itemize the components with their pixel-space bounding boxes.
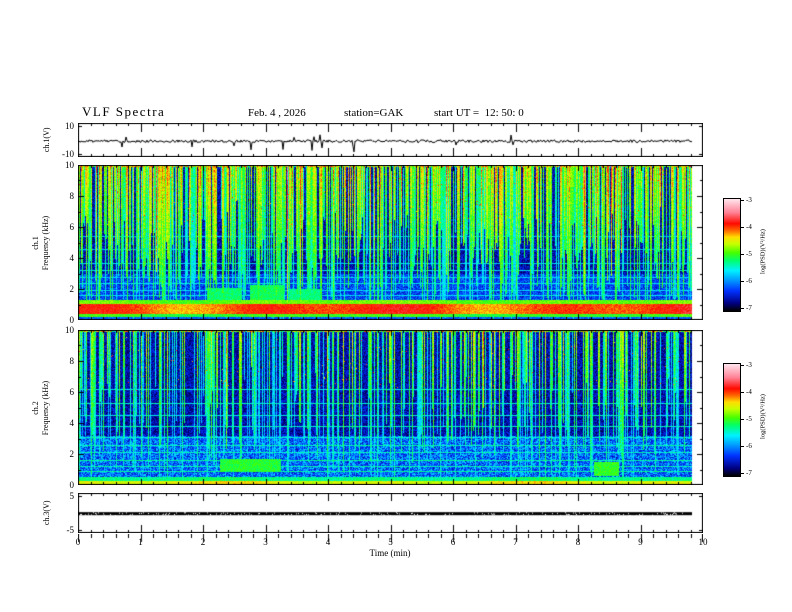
ch1-colorbar: [723, 198, 741, 312]
ch1-colorbar-label: log(PSD)(V²/Hz): [759, 229, 767, 274]
ch1-voltage-tick-label: -10: [62, 149, 74, 160]
x-tick-label: 10: [698, 537, 708, 547]
freq-tick-label: 10: [65, 160, 74, 170]
freq-tick-label: 6: [69, 387, 75, 397]
ch2-label-line1: ch.2: [31, 401, 40, 415]
freq-tick-label: 0: [69, 480, 75, 490]
x-tick-label: 1: [138, 537, 143, 547]
x-tick-label: 8: [575, 537, 581, 547]
freq-tick-label: 8: [69, 356, 75, 366]
x-tick-label: 5: [388, 537, 393, 547]
colorbar-tick: [740, 419, 744, 420]
colorbar-tick: [740, 473, 744, 474]
colorbar-tick: [740, 365, 744, 366]
start-ut-label: start UT = 12: 50: 0: [434, 107, 524, 119]
ch1-waveform-panel: [78, 123, 703, 157]
colorbar-tick: [740, 281, 744, 282]
ch2-colorbar: [723, 363, 741, 477]
colorbar-tick-label: -5: [746, 250, 752, 258]
freq-tick-label: 4: [69, 253, 75, 263]
colorbar-tick-label: -7: [746, 469, 752, 477]
plot-date: Feb. 4 , 2026: [248, 107, 306, 119]
colorbar-tick-label: -3: [746, 196, 752, 204]
ch1-spectrogram-panel: [78, 165, 703, 320]
colorbar-tick-label: -6: [746, 277, 752, 285]
freq-tick-label: 10: [65, 325, 74, 335]
ch1-voltage-tick-label: 10: [65, 120, 74, 131]
ch1-label-line2: Frequency (kHz): [41, 215, 50, 271]
x-tick-label: 2: [200, 537, 206, 547]
colorbar-tick-label: -3: [746, 361, 752, 369]
time-axis-title: Time (min): [369, 548, 411, 558]
colorbar-tick: [740, 308, 744, 309]
x-tick-label: 0: [75, 537, 81, 547]
colorbar-tick: [740, 227, 744, 228]
freq-tick-label: 6: [69, 222, 75, 232]
plot-title: VLF Spectra: [82, 104, 166, 119]
freq-tick-label: 2: [69, 449, 75, 459]
freq-tick-label: 4: [69, 418, 75, 428]
x-tick-label: 6: [450, 537, 456, 547]
ch2-frequency-axis-label: ch.2 Frequency (kHz): [31, 328, 51, 488]
colorbar-tick-label: -5: [746, 415, 752, 423]
colorbar-tick-label: -6: [746, 442, 752, 450]
freq-tick-label: 8: [69, 191, 75, 201]
x-tick-label: 9: [638, 537, 643, 547]
ch1-frequency-axis-label: ch.1 Frequency (kHz): [31, 163, 51, 323]
station-label: station=GAK: [344, 107, 404, 119]
ch3-waveform-panel: [78, 493, 703, 533]
colorbar-tick-label: -4: [746, 223, 752, 231]
x-tick-label: 3: [263, 537, 268, 547]
ch2-colorbar-label: log(PSD)(V²/Hz): [759, 394, 767, 439]
x-tick-label: 7: [513, 537, 518, 547]
x-tick-label: 4: [325, 537, 331, 547]
ch3-voltage-tick-label: -5: [66, 524, 75, 535]
colorbar-tick-label: -7: [746, 304, 752, 312]
freq-tick-label: 2: [69, 284, 75, 294]
colorbar-tick-label: -4: [746, 388, 752, 396]
time-axis-ticks: [78, 534, 703, 546]
colorbar-tick: [740, 446, 744, 447]
freq-tick-label: 0: [69, 315, 75, 325]
ch1-label-line1: ch.1: [31, 236, 40, 250]
colorbar-tick: [740, 200, 744, 201]
ch2-spectrogram-panel: [78, 330, 703, 485]
ch2-label-line2: Frequency (kHz): [41, 380, 50, 436]
ch3-voltage-tick-label: 5: [69, 491, 75, 502]
colorbar-tick: [740, 254, 744, 255]
colorbar-tick: [740, 392, 744, 393]
